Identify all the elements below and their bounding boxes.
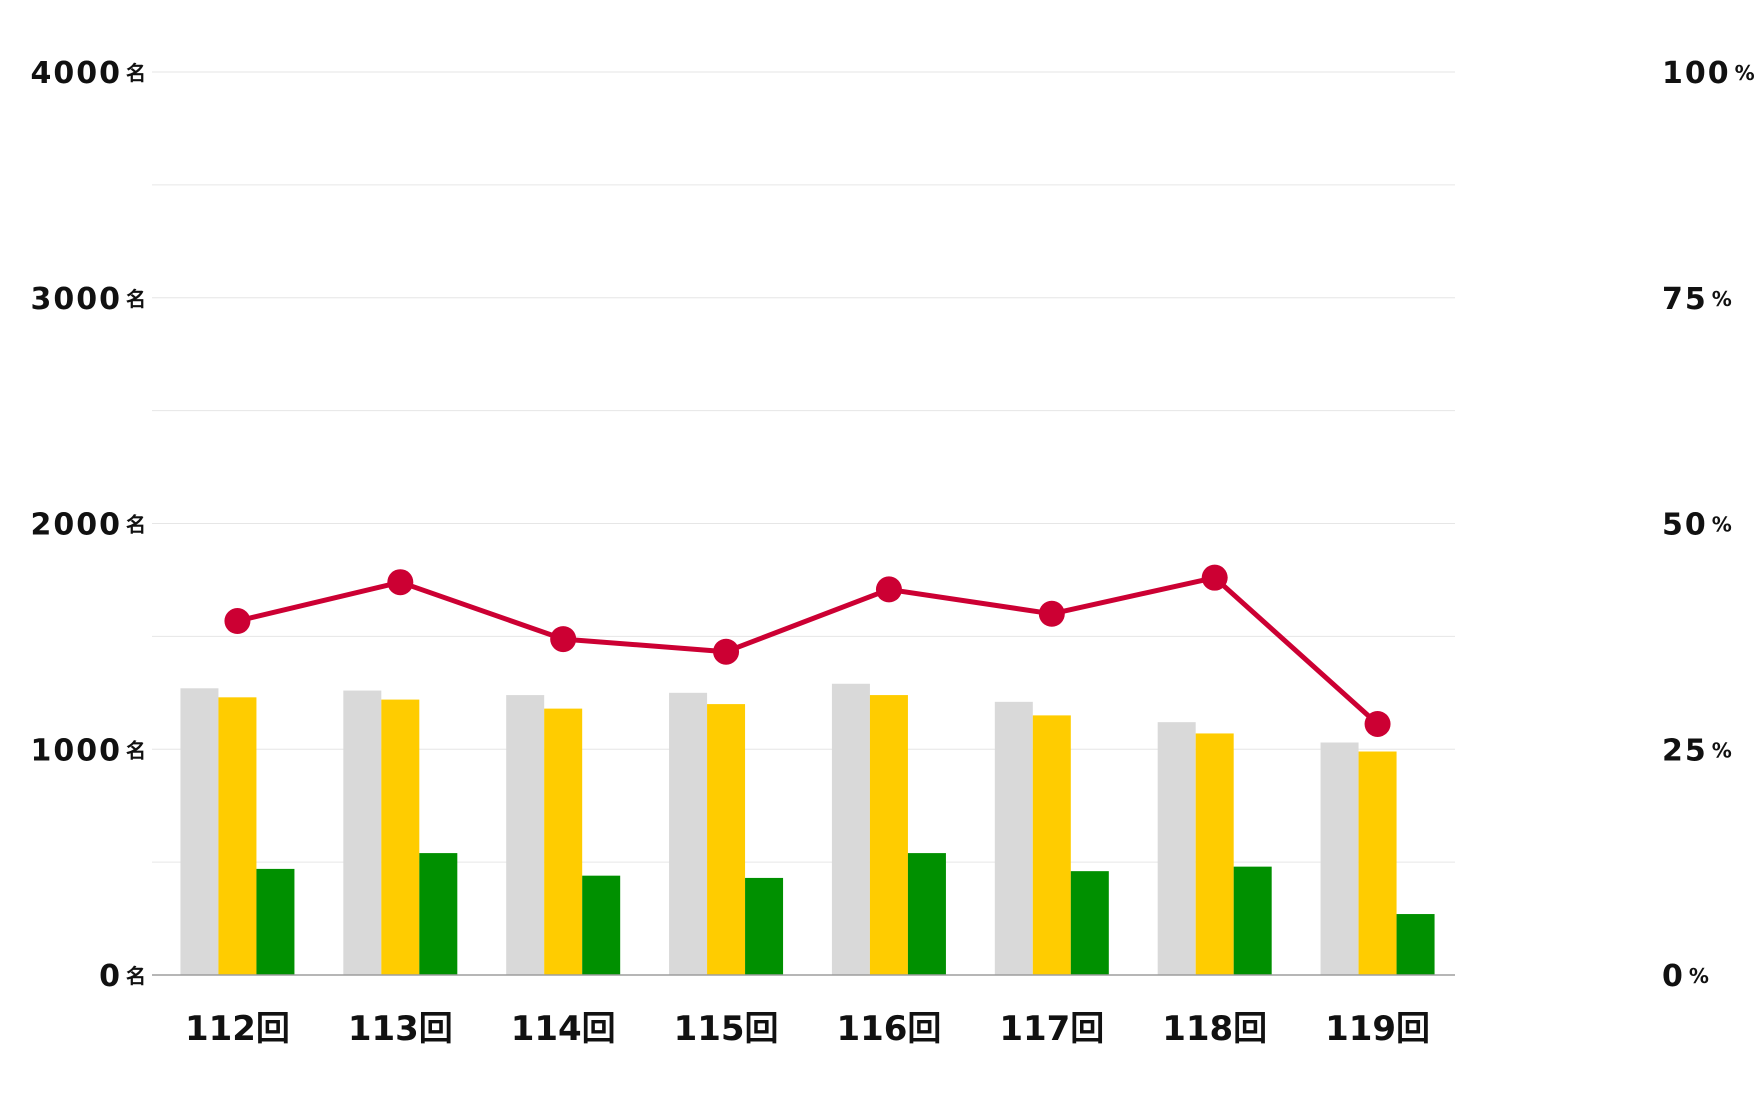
- rate-point: [713, 638, 740, 665]
- left-y-tick-label: 3000 名: [31, 281, 147, 316]
- x-tick-label: 119回: [1325, 1009, 1430, 1049]
- bar: [1358, 751, 1397, 975]
- bar: [506, 695, 545, 975]
- bar: [1070, 871, 1109, 975]
- bar: [1233, 866, 1272, 975]
- bar: [1320, 742, 1359, 975]
- rate-line-series: [224, 564, 1391, 737]
- bar: [1396, 914, 1435, 975]
- bar: [745, 877, 784, 975]
- bar: [544, 708, 583, 975]
- x-tick-label: 118回: [1162, 1009, 1267, 1049]
- x-tick-label: 112回: [185, 1009, 290, 1049]
- left-y-tick-label: 1000 名: [31, 733, 147, 768]
- rate-line: [236, 575, 1380, 726]
- right-y-tick-label: 0%: [1662, 959, 1709, 994]
- rate-point: [1364, 710, 1391, 737]
- bar: [1032, 715, 1071, 975]
- bar: [582, 875, 621, 975]
- rate-point: [1038, 600, 1065, 627]
- bar: [256, 868, 295, 975]
- x-tick-label: 113回: [348, 1009, 453, 1049]
- bar: [994, 701, 1033, 975]
- rate-point: [1201, 564, 1228, 591]
- bar: [381, 699, 420, 975]
- x-tick-label: 115回: [674, 1009, 779, 1049]
- right-y-tick-label: 100%: [1662, 56, 1755, 91]
- bar-series: [180, 683, 1435, 975]
- x-tick-label: 114回: [511, 1009, 616, 1049]
- bar: [1195, 733, 1234, 975]
- bar: [1157, 722, 1196, 975]
- rate-point: [387, 569, 414, 596]
- x-tick-label: 117回: [999, 1009, 1104, 1049]
- bar: [218, 697, 257, 975]
- right-y-tick-label: 75%: [1662, 281, 1732, 316]
- rate-point: [550, 626, 577, 653]
- bar: [180, 688, 219, 975]
- left-y-tick-label: 2000 名: [31, 507, 147, 542]
- x-axis-categories: 112回 113回 114回 115回 116回 117回 118回 119回: [185, 1009, 1430, 1049]
- right-y-tick-label: 50%: [1662, 507, 1732, 542]
- bar: [343, 690, 382, 975]
- bar: [707, 704, 746, 975]
- left-y-axis-ticks: 0 名 1000 名 2000 名 3000 名 4000 名: [31, 56, 147, 994]
- right-y-axis-ticks: 0 % 25 % 50 % 75 % 100%: [1662, 56, 1755, 994]
- rate-point: [875, 576, 902, 603]
- bar: [869, 695, 908, 975]
- bar: [907, 853, 946, 975]
- x-tick-label: 116回: [836, 1009, 941, 1049]
- rate-point: [224, 608, 251, 635]
- right-y-tick-label: 25%: [1662, 733, 1732, 768]
- bar: [419, 853, 458, 975]
- bar: [669, 692, 708, 975]
- left-y-tick-label: 4000 名: [31, 56, 147, 91]
- bar: [831, 683, 870, 975]
